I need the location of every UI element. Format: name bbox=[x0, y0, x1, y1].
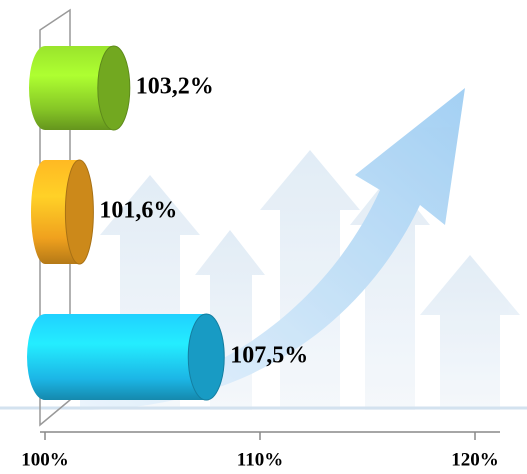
value-label: 101,6% bbox=[99, 198, 177, 224]
value-label: 107,5% bbox=[230, 343, 308, 369]
bar-cap bbox=[64, 159, 94, 265]
x-tick-label: 100% bbox=[21, 449, 69, 470]
x-tick-label: 120% bbox=[451, 449, 499, 470]
bar-cap bbox=[187, 313, 225, 401]
bar bbox=[27, 314, 225, 400]
x-tick-label: 110% bbox=[237, 449, 283, 470]
bar-cap bbox=[97, 45, 131, 131]
value-label: 103,2% bbox=[136, 74, 214, 100]
